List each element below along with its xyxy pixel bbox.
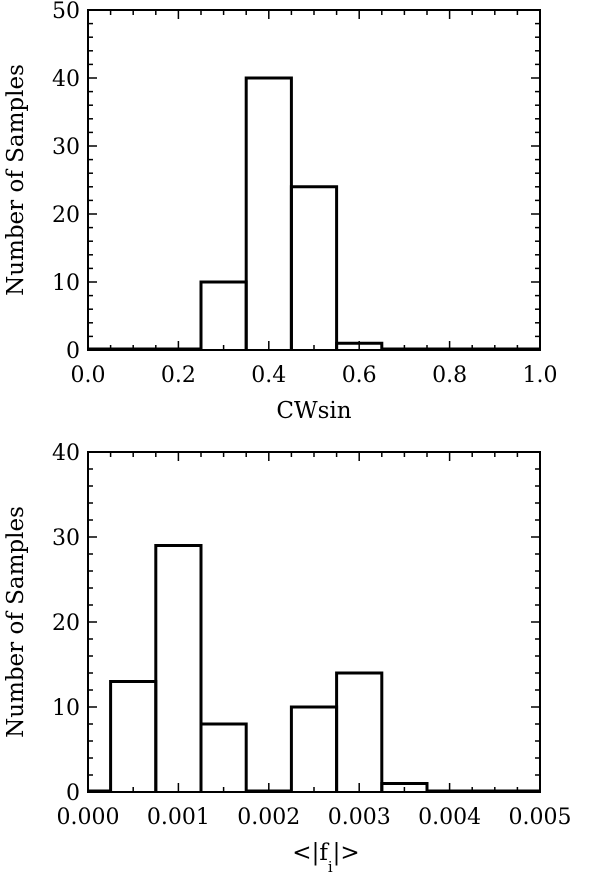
y-tick-label: 20 [52,611,80,636]
x-tick-label: 0.4 [251,363,286,388]
x-tick-label: 1.0 [523,363,558,388]
histogram-bar [289,185,339,349]
y-tick-label: 50 [52,0,80,24]
histogram-bar [380,782,429,791]
x-tick-label: 0.001 [147,805,210,830]
y-tick-label: 30 [52,135,80,160]
y-tick-label: 20 [52,203,80,228]
histogram-bars [88,76,540,351]
axis-ticks [87,9,541,351]
y-axis-label: Number of Samples [3,64,29,296]
plot-frame [87,9,541,351]
histogram-bar [335,341,384,349]
x-tick-label: 0.6 [342,363,377,388]
y-tick-label: 10 [52,271,80,296]
x-tick-label: 0.000 [57,805,120,830]
histogram-bar [335,671,384,791]
histogram-fi-panel: 0.000 0.001 0.002 0.003 0.004 0.005 0 10 20 30 40… [3,441,571,876]
y-tick-labels: 0 10 20 30 40 50 [52,0,80,364]
histogram-bar [289,705,339,791]
x-axis-label-close: |> [333,840,360,866]
x-tick-label: 0.003 [328,805,391,830]
histogram-bar [199,722,248,791]
y-tick-label: 10 [52,696,80,721]
x-axis-label: CWsin [276,398,351,424]
y-axis-label: Number of Samples [3,506,29,738]
x-tick-label: 0.005 [509,805,572,830]
histogram-bar [244,76,293,349]
y-tick-label: 0 [66,339,80,364]
y-tick-label: 30 [52,526,80,551]
x-tick-labels: 0.0 0.2 0.4 0.6 0.8 1.0 [71,363,558,388]
x-tick-label: 0.0 [71,363,106,388]
histogram-bar [199,280,248,349]
x-tick-label: 0.2 [161,363,196,388]
y-tick-label: 40 [52,441,80,466]
y-tick-label: 0 [66,781,80,806]
y-tick-labels: 0 10 20 30 40 [52,441,80,806]
x-tick-label: 0.004 [418,805,481,830]
histogram-bars [88,544,540,793]
x-axis-label-subscript: i [328,858,333,876]
x-tick-label: 0.8 [432,363,467,388]
x-axis-label: <|fi|> [292,840,359,876]
histogram-cwsin-panel: 0.0 0.2 0.4 0.6 0.8 1.0 0 10 20 30 40 50 CWsin Num… [3,0,558,424]
y-tick-label: 40 [52,67,80,92]
x-tick-label: 0.002 [237,805,300,830]
x-axis-label-main: <|f [292,840,329,866]
x-tick-labels: 0.000 0.001 0.002 0.003 0.004 0.005 [57,805,572,830]
histogram-bar [109,680,158,791]
histogram-bar [154,544,203,791]
